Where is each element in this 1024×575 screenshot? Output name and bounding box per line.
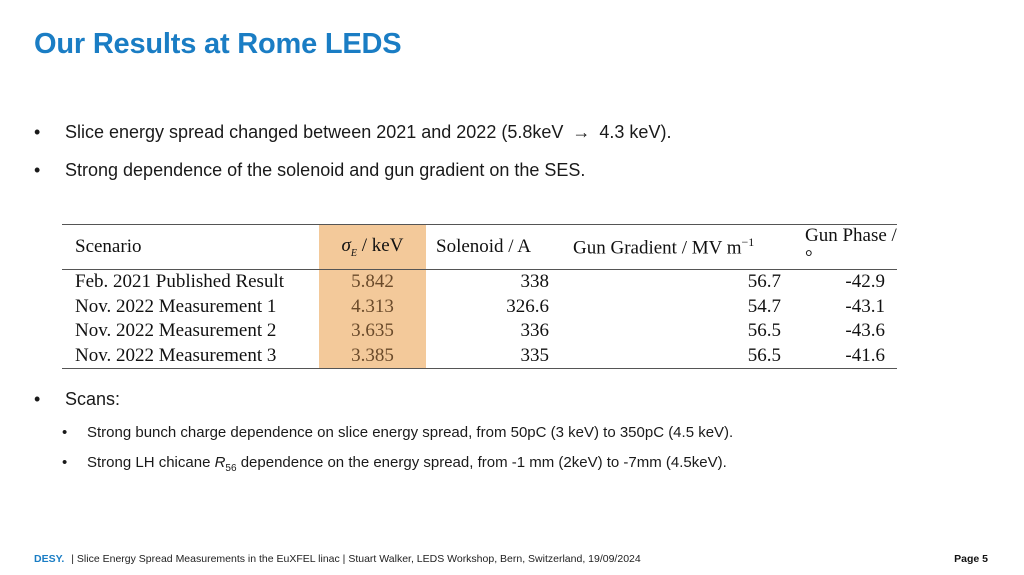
cell-solenoid: 326.6: [506, 295, 549, 317]
bullet-dot: •: [62, 424, 68, 441]
table-row: Nov. 2022 Measurement 1 4.313 326.6 54.7…: [62, 294, 897, 319]
cell-phase: -43.1: [845, 295, 885, 317]
bullet-ses-change: • Slice energy spread changed between 20…: [34, 122, 671, 143]
arrow-right-icon: →: [572, 122, 591, 142]
cell-sigma: 3.635: [319, 319, 426, 344]
bullet-dot: •: [34, 160, 41, 180]
table-header-row: Scenario σE / keV Solenoid / A Gun Gradi…: [62, 224, 897, 270]
results-table: Scenario σE / keV Solenoid / A Gun Gradi…: [62, 224, 897, 369]
sub-bullet-text: Strong bunch charge dependence on slice …: [87, 424, 734, 441]
cell-scenario: Nov. 2022 Measurement 3: [75, 344, 277, 366]
cell-sigma: 4.313: [319, 294, 426, 319]
sigma-unit: / keV: [361, 235, 404, 257]
r56-subscript: 56: [225, 463, 237, 474]
sub-bullet-text-post: dependence on the energy spread, from -1…: [236, 454, 727, 471]
bullet-text: Strong dependence of the solenoid and gu…: [65, 160, 586, 180]
gradient-exponent: −1: [741, 234, 755, 249]
sigma-subscript: E: [350, 247, 358, 259]
cell-gradient: 54.7: [747, 295, 781, 317]
header-phase: Gun Phase / °: [805, 225, 897, 268]
sub-bullet-text-pre: Strong LH chicane: [87, 454, 215, 471]
cell-phase: -41.6: [845, 344, 885, 366]
gradient-label: Gun Gradient / MV m: [573, 237, 742, 259]
sub-bullet-text: Strong LH chicane R56 dependence on the …: [87, 454, 727, 474]
cell-scenario: Nov. 2022 Measurement 1: [75, 295, 277, 317]
desy-logo: DESY.: [34, 553, 65, 565]
sigma-symbol: σ: [341, 235, 351, 257]
cell-phase: -42.9: [845, 271, 885, 293]
header-solenoid: Solenoid / A: [436, 236, 532, 257]
cell-solenoid: 336: [520, 320, 550, 342]
bullet-dot: •: [34, 122, 41, 142]
sub-bullet-chicane: • Strong LH chicane R56 dependence on th…: [62, 454, 727, 474]
cell-solenoid: 338: [520, 271, 550, 293]
cell-phase: -43.6: [845, 320, 885, 342]
results-table-container: Scenario σE / keV Solenoid / A Gun Gradi…: [62, 224, 897, 369]
bullet-dot: •: [34, 389, 41, 409]
table-row: Nov. 2022 Measurement 3 3.385 335 56.5 -…: [62, 343, 897, 369]
cell-gradient: 56.7: [747, 271, 781, 293]
header-scenario: Scenario: [75, 236, 142, 257]
footer-text: | Slice Energy Spread Measurements in th…: [71, 553, 641, 565]
sub-bullet-bunch-charge: • Strong bunch charge dependence on slic…: [62, 424, 733, 441]
page-title: Our Results at Rome LEDS: [34, 28, 402, 60]
header-gradient: Gun Gradient / MV m−1: [559, 225, 791, 270]
bullet-text: Scans:: [65, 389, 121, 409]
bullet-text-post: 4.3 keV).: [599, 122, 672, 142]
cell-sigma: 3.385: [319, 343, 426, 369]
footer: DESY. | Slice Energy Spread Measurements…: [34, 553, 641, 565]
cell-sigma: 5.842: [319, 269, 426, 295]
cell-scenario: Feb. 2021 Published Result: [75, 271, 285, 293]
header-sigma: σE / keV: [319, 224, 426, 270]
bullet-text-pre: Slice energy spread changed between 2021…: [65, 122, 564, 142]
bullet-dependence: • Strong dependence of the solenoid and …: [34, 160, 585, 181]
page-number: Page 5: [954, 553, 988, 565]
cell-gradient: 56.5: [747, 320, 781, 342]
r56-variable: R: [214, 454, 226, 471]
bullet-dot: •: [62, 454, 68, 471]
cell-scenario: Nov. 2022 Measurement 2: [75, 320, 277, 342]
cell-gradient: 56.5: [747, 344, 781, 366]
bullet-text: Slice energy spread changed between 2021…: [65, 122, 671, 143]
table-row: Nov. 2022 Measurement 2 3.635 336 56.5 -…: [62, 319, 897, 344]
bullet-scans: • Scans:: [34, 389, 120, 410]
table-row: Feb. 2021 Published Result 5.842 338 56.…: [62, 269, 897, 295]
cell-solenoid: 335: [520, 344, 550, 366]
